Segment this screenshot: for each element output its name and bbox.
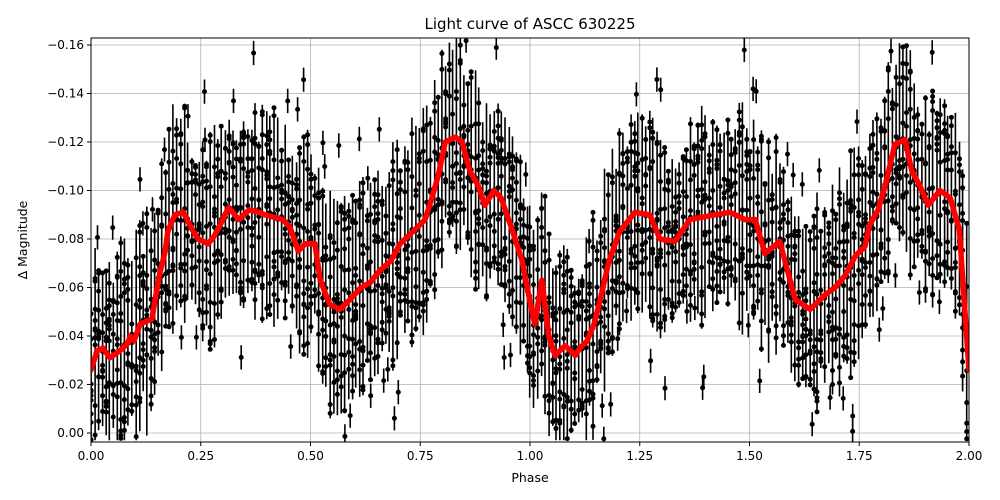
x-tick-label: 1.75 <box>846 449 873 463</box>
y-tick-label: −0.12 <box>47 135 84 149</box>
y-tick-label: 0.00 <box>57 426 84 440</box>
x-axis-label: Phase <box>511 470 549 485</box>
y-tick-label: −0.08 <box>47 232 84 246</box>
y-tick-label: −0.02 <box>47 378 84 392</box>
x-tick-label: 1.25 <box>626 449 653 463</box>
x-axis-ticks: 0.00 0.25 0.50 0.75 1.00 1.25 1.50 1.75 2.00 <box>78 442 983 463</box>
y-tick-label: −0.10 <box>47 184 84 198</box>
x-tick-label: 0.75 <box>407 449 434 463</box>
y-tick-label: −0.14 <box>47 87 84 101</box>
observation-points <box>91 38 969 442</box>
x-tick-label: 1.00 <box>517 449 544 463</box>
y-tick-label: −0.06 <box>47 281 84 295</box>
chart-title: Light curve of ASCC 630225 <box>425 15 636 33</box>
x-tick-label: 0.25 <box>187 449 214 463</box>
x-tick-label: 0.00 <box>78 449 105 463</box>
x-tick-label: 2.00 <box>956 449 983 463</box>
y-axis-ticks: 0.00 −0.02 −0.04 −0.06 −0.08 −0.10 −0.12 −0.14 −… <box>47 38 91 440</box>
x-tick-label: 1.50 <box>736 449 763 463</box>
y-tick-label: −0.16 <box>47 38 84 52</box>
x-tick-label: 0.50 <box>297 449 324 463</box>
y-tick-label: −0.04 <box>47 329 84 343</box>
binned-mean-curve <box>91 134 969 373</box>
y-axis-label: Δ Magnitude <box>15 200 30 279</box>
